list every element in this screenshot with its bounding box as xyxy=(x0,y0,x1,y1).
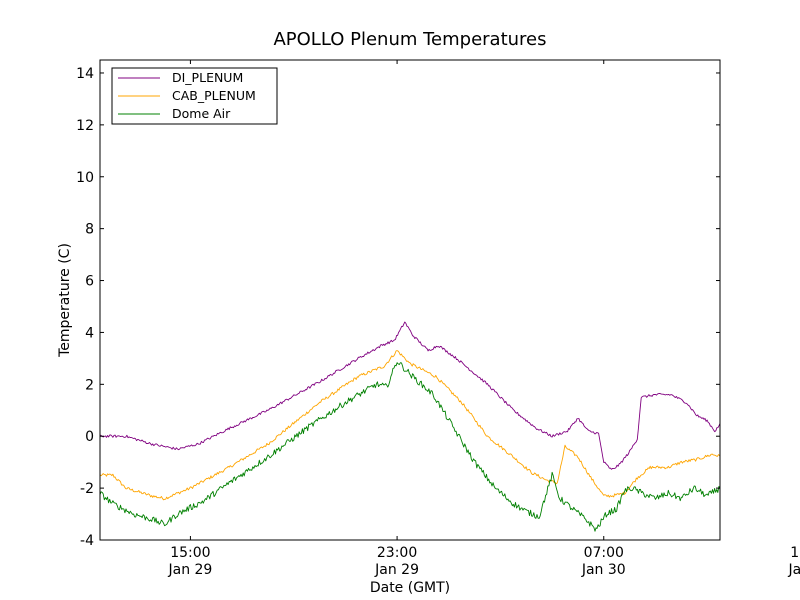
series-group xyxy=(100,321,720,532)
x-tick-time-label: 07:00 xyxy=(584,545,624,561)
legend: DI_PLENUM CAB_PLENUM Dome Air xyxy=(111,67,278,125)
y-tick-label: -4 xyxy=(80,533,94,549)
x-tick-time-label: 15:00 xyxy=(170,545,210,561)
x-tick-date-label: Jan 30 xyxy=(787,562,800,578)
x-tick-date-label: Jan 29 xyxy=(374,562,419,578)
y-tick-label: 8 xyxy=(85,222,94,238)
y-tick-label: 14 xyxy=(76,66,94,82)
y-tick-label: -2 xyxy=(80,481,94,497)
x-tick-time-label: 15:00 xyxy=(790,545,800,561)
legend-label: Dome Air xyxy=(172,106,231,121)
y-tick-label: 12 xyxy=(76,118,94,134)
plot-frame xyxy=(99,59,721,541)
legend-label: CAB_PLENUM xyxy=(172,88,256,103)
legend-label: DI_PLENUM xyxy=(172,70,243,85)
x-tick-date-label: Jan 29 xyxy=(167,562,212,578)
series-line-di-plenum xyxy=(100,321,720,470)
y-tick-label: 10 xyxy=(76,170,94,186)
series-line-cab-plenum xyxy=(100,350,720,501)
y-axis: -4 -2 0 2 4 6 8 10 12 14 xyxy=(76,66,720,549)
y-tick-label: 0 xyxy=(85,429,94,445)
x-tick-time-label: 23:00 xyxy=(377,545,417,561)
y-tick-label: 4 xyxy=(85,325,94,341)
x-axis-label: Date (GMT) xyxy=(370,580,450,596)
y-tick-label: 2 xyxy=(85,377,94,393)
chart-title: APOLLO Plenum Temperatures xyxy=(273,29,546,50)
series-line-dome-air xyxy=(100,362,720,532)
y-tick-label: 6 xyxy=(85,274,94,290)
x-tick-date-label: Jan 30 xyxy=(581,562,626,578)
y-axis-label: Temperature (C) xyxy=(57,243,73,358)
